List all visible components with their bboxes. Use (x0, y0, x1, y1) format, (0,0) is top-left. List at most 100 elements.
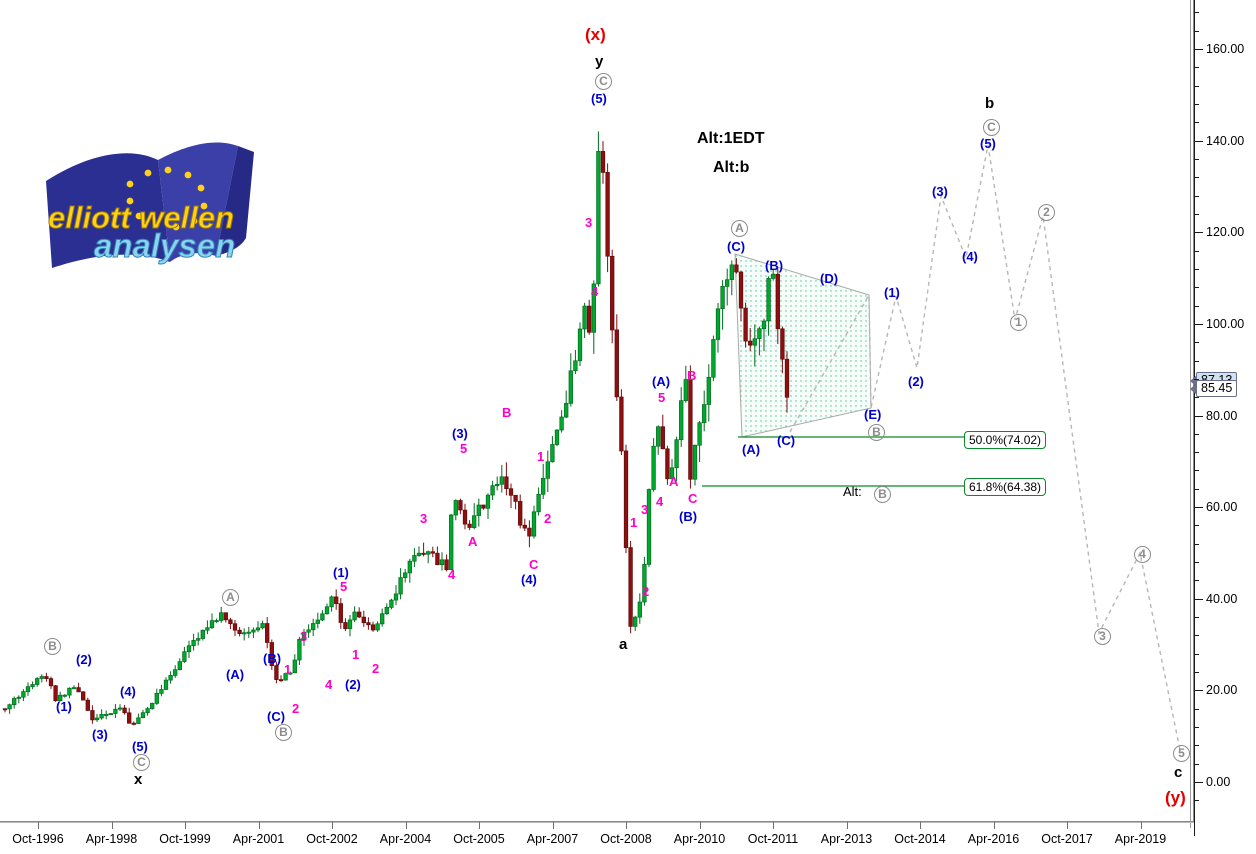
candlestick-body (35, 678, 40, 685)
wave-degree-marker: B (44, 638, 61, 655)
candlestick-body (127, 712, 132, 724)
candlestick-body (660, 426, 665, 450)
wave-label-magenta: 3 (641, 502, 649, 517)
time-tick (993, 822, 995, 829)
candlestick-body (564, 403, 569, 418)
wave-label-blue: (B) (679, 509, 698, 524)
wave-degree-marker: B (868, 424, 885, 441)
time-tick-label: Apr-2016 (967, 832, 1020, 846)
candlestick-body (499, 476, 504, 485)
price-tick-minor (1194, 378, 1199, 380)
candlestick-body (545, 461, 550, 479)
candlestick-body (21, 691, 26, 698)
candlestick-body (449, 514, 454, 571)
time-axis-band (0, 822, 1194, 854)
candlestick-body (237, 629, 242, 634)
candlestick-body (435, 552, 440, 566)
wave-label-red: (y) (1165, 788, 1186, 807)
wave-label-magenta: 5 (658, 390, 666, 405)
candlestick-body (228, 619, 233, 625)
candlestick-body (324, 606, 330, 615)
wave-degree-marker: C (133, 754, 150, 771)
candlestick-body (311, 623, 316, 631)
candlestick-body (541, 477, 546, 495)
wave-label-magenta: B (687, 368, 697, 383)
time-tick (479, 822, 480, 829)
wave-label-blue: (5) (132, 739, 148, 754)
price-tick-major (1194, 415, 1203, 417)
candlestick-body (485, 494, 491, 509)
candlestick-body (39, 676, 44, 679)
price-tick-label: 40.00 (1206, 591, 1238, 606)
wave-label-magenta: 5 (460, 441, 468, 456)
candlestick-body (30, 684, 35, 687)
wave-label-black: c (1174, 764, 1183, 781)
wave-label-circled: 1 (1010, 313, 1027, 331)
candlestick-body (223, 612, 228, 621)
candlestick-body (347, 619, 353, 630)
wave-label-magenta: C (529, 557, 539, 572)
price-tick-minor (1194, 342, 1199, 344)
price-tick-minor (1194, 305, 1199, 307)
candlestick-body (702, 404, 707, 424)
candlestick-body (711, 339, 716, 378)
candlestick-body (380, 613, 385, 625)
candlestick-body (209, 620, 215, 629)
time-tick (552, 822, 554, 829)
candlestick-body (403, 572, 408, 578)
wave-label-circled: C (983, 118, 1000, 136)
candlestick-body (679, 400, 684, 441)
candlestick-body (12, 698, 17, 706)
price-tick-minor (1194, 745, 1199, 747)
wave-label-blue: (4) (521, 572, 537, 587)
candlestick-body (85, 699, 90, 711)
price-tick-minor (1194, 580, 1199, 582)
candlestick-body (780, 328, 785, 360)
wave-label-blue: (2) (908, 374, 924, 389)
price-tick-minor (1194, 470, 1199, 472)
price-flag-current[interactable]: 85.45 (1190, 380, 1238, 397)
wave-label-magenta: A (669, 474, 679, 489)
logo-line2: analysen (94, 227, 235, 264)
price-tick-minor (1194, 177, 1199, 179)
wave-label-black: a (619, 636, 628, 653)
candlestick-body (623, 450, 629, 548)
candlestick-body (416, 552, 422, 556)
fib-label-618[interactable]: 61.8%(64.38) (964, 478, 1047, 496)
wave-degree-marker: C (595, 73, 612, 90)
candlestick-body (357, 611, 362, 618)
price-tick-minor (1194, 12, 1199, 14)
wave-label-magenta: C (688, 491, 698, 506)
price-tick-major (1194, 232, 1203, 234)
wave-label-magenta: 4 (591, 284, 599, 299)
time-tick-label: Oct-2002 (306, 832, 358, 846)
time-tick-label: Oct-1996 (12, 832, 64, 846)
candlestick-body (99, 714, 104, 719)
candlestick-body (577, 328, 583, 362)
time-tick (773, 822, 774, 829)
candlestick-body (495, 483, 500, 487)
price-tick-minor (1194, 250, 1199, 252)
candlestick-body (642, 564, 647, 603)
candlestick-body (278, 679, 284, 682)
wave-label-blue: (4) (962, 249, 978, 264)
candlestick-body (255, 627, 261, 631)
price-tick-minor (1194, 85, 1199, 87)
candlestick-body (242, 632, 247, 635)
candlestick-body (389, 599, 394, 608)
time-tick (332, 822, 333, 829)
wave-label-circled: B (868, 423, 885, 441)
time-tick-label: Oct-2014 (894, 832, 946, 846)
wave-label-magenta: 1 (284, 662, 292, 677)
candlestick-body (58, 694, 63, 702)
candlestick-body (729, 264, 734, 280)
price-tick-minor (1194, 360, 1199, 362)
fib-label-50[interactable]: 50.0%(74.02) (964, 431, 1047, 449)
wave-label-magenta: 4 (448, 567, 456, 582)
price-tick-label: 0.00 (1206, 775, 1231, 789)
candlestick-body (232, 623, 238, 631)
candlestick-body (518, 501, 523, 526)
time-tick (38, 822, 39, 829)
